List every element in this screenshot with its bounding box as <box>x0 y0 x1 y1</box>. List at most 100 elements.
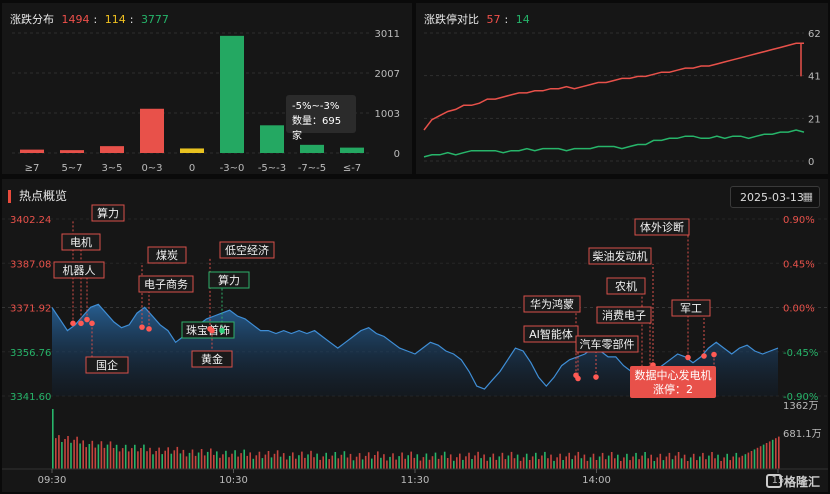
volume-bar <box>729 460 731 469</box>
limit-ratio-panel: 涨跌停对比 57: 14 62 41 21 0 <box>416 3 828 174</box>
logo-icon <box>765 474 782 488</box>
distribution-bar[interactable] <box>60 150 84 153</box>
volume-bar <box>471 459 473 469</box>
limit-ratio-line-chart[interactable]: 62 41 21 0 <box>416 3 828 174</box>
annotation-dot[interactable] <box>219 327 225 334</box>
annotation-dot[interactable] <box>70 320 76 327</box>
y-price-label: 3341.60 <box>10 392 51 403</box>
volume-bar <box>52 409 54 469</box>
x-tick-label: -3~0 <box>220 163 245 174</box>
volume-bar <box>325 452 327 469</box>
volume-bar <box>380 457 382 469</box>
limit-ratio-title-text: 涨跌停对比 <box>424 13 479 26</box>
annotation-label: 算力 <box>97 206 119 220</box>
volume-bar <box>747 452 750 469</box>
volume-bar <box>131 448 133 469</box>
annotation-box[interactable] <box>219 241 275 259</box>
annotation-dot[interactable] <box>84 316 90 323</box>
date-picker[interactable]: 2025-03-13 ▦ <box>730 186 820 208</box>
distribution-title: 涨跌分布 1494: 114: 3777 <box>10 13 169 26</box>
x-tick-label: 0~3 <box>141 163 162 174</box>
annotation-box[interactable] <box>523 325 579 343</box>
annotation-box[interactable] <box>671 299 711 317</box>
volume-bar <box>626 453 628 469</box>
volume-bar <box>273 453 276 469</box>
annotation-box[interactable] <box>575 335 639 353</box>
volume-bar <box>702 452 704 469</box>
volume-bar <box>94 447 97 469</box>
annotation-box[interactable] <box>85 356 129 374</box>
volume-bar <box>334 452 337 469</box>
distribution-bar[interactable] <box>260 125 284 153</box>
x-tick-label: 5~7 <box>61 163 82 174</box>
volume-bar <box>607 455 610 469</box>
annotation-dot[interactable] <box>701 353 707 359</box>
volume-bar <box>191 449 194 469</box>
annotation-dot[interactable] <box>711 351 717 358</box>
annotation-dot[interactable] <box>685 354 691 361</box>
volume-bar <box>498 456 501 469</box>
volume-bar <box>164 450 166 469</box>
volume-bar <box>726 453 728 469</box>
volume-bar <box>307 454 309 469</box>
y-price-label: 3387.08 <box>10 259 51 270</box>
volume-bar <box>328 459 330 469</box>
annotation-callout[interactable] <box>630 366 716 398</box>
annotation-dot[interactable] <box>139 324 145 330</box>
annotation-box[interactable] <box>523 295 581 313</box>
volume-bar <box>64 439 66 469</box>
annotation-dot[interactable] <box>78 320 84 327</box>
distribution-bar[interactable] <box>20 149 44 153</box>
volume-bar <box>544 451 546 469</box>
annotation-box[interactable] <box>138 275 194 293</box>
volume-bar <box>374 455 376 469</box>
volume-bar <box>598 456 601 469</box>
annotation-dot[interactable] <box>593 374 599 380</box>
volume-bar <box>292 452 294 469</box>
distribution-bar[interactable] <box>300 144 324 153</box>
annotation-label: 汽车零部件 <box>580 337 635 351</box>
volume-bar <box>143 444 145 469</box>
annotation-dot[interactable] <box>209 327 215 334</box>
annotation-label: 国企 <box>96 358 118 372</box>
annotation-box[interactable] <box>53 261 105 279</box>
tooltip-range: -5%~-3% <box>292 101 340 112</box>
annotation-box[interactable] <box>61 233 101 251</box>
annotation-dot[interactable] <box>89 320 95 327</box>
x-tick-label: 11:30 <box>401 475 430 486</box>
annotation-dot[interactable] <box>146 326 152 332</box>
distribution-bar[interactable] <box>180 148 204 153</box>
volume-bar <box>276 450 279 469</box>
distribution-bar-chart[interactable]: 3011 2007 1003 0 ≥7 5~7 3~5 0~3 0 -3~0 -5~-3 -7~-5 ≤… <box>2 3 412 174</box>
volume-bar <box>732 456 734 469</box>
distribution-bar[interactable] <box>100 146 124 153</box>
annotation-box[interactable] <box>606 277 646 295</box>
y-tick-label: 0 <box>808 157 814 168</box>
x-tick-label: 3~5 <box>101 163 122 174</box>
annotation-box[interactable] <box>596 306 652 324</box>
volume-bar <box>346 457 349 469</box>
annotation-box[interactable] <box>208 271 250 289</box>
annotation-box[interactable] <box>147 246 187 264</box>
annotation-box[interactable] <box>634 218 690 236</box>
volume-bar <box>437 458 440 469</box>
distribution-bar[interactable] <box>340 147 364 153</box>
distribution-bar[interactable] <box>220 35 244 154</box>
vol-tick-label: 1362万 <box>783 401 818 412</box>
volume-bar <box>355 456 358 469</box>
volume-bar <box>765 443 768 469</box>
volume-bar <box>525 453 528 469</box>
annotation-label: 电机 <box>70 235 92 249</box>
annotation-box[interactable] <box>91 204 125 222</box>
volume-bar <box>453 460 455 469</box>
volume-bar <box>680 458 683 469</box>
annotation-box[interactable] <box>191 350 233 368</box>
distribution-bar[interactable] <box>140 108 164 153</box>
volume-bar <box>383 454 385 469</box>
annotation-dot[interactable] <box>575 375 581 382</box>
hotspot-index-chart[interactable]: 3402.24 0.90% 3387.08 0.45% 3371.92 0.00% 3356… <box>2 179 828 492</box>
annotation-box[interactable] <box>588 247 652 265</box>
volume-bar <box>778 436 780 469</box>
volume-bar <box>668 452 671 469</box>
calendar-icon[interactable]: ▦ <box>802 190 813 203</box>
